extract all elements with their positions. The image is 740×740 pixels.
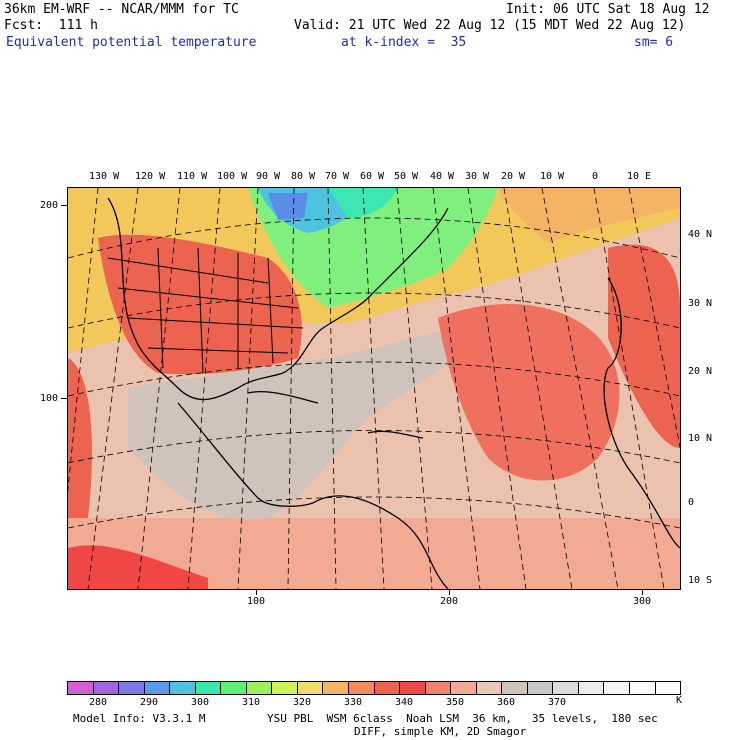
- lat-label: 40 N: [688, 229, 713, 240]
- colorbar-swatch: [195, 682, 222, 694]
- colorbar-swatch: [655, 682, 681, 694]
- colorbar-tick-label: 360: [497, 697, 516, 708]
- political-borders: [107, 247, 304, 374]
- colorbar-units: K: [676, 695, 683, 706]
- colorbar-swatch: [502, 682, 528, 694]
- colorbar-swatch: [553, 682, 579, 694]
- colorbar-tick-label: 340: [395, 697, 414, 708]
- colorbar-swatch: [272, 682, 298, 694]
- physics-info: YSU PBL WSM 6class Noah LSM 36 km, 35 le…: [267, 712, 658, 725]
- model-title: 36km EM-WRF -- NCAR/MMM for TC: [4, 2, 239, 17]
- lon-label: 10 W: [540, 171, 565, 182]
- colorbar-swatch: [425, 682, 452, 694]
- lon-label: 110 W: [177, 171, 208, 182]
- colorbar-swatch: [374, 682, 401, 694]
- field-south: [68, 518, 680, 589]
- y-axis-tick: [61, 205, 67, 206]
- model-info: Model Info: V3.3.1 M: [73, 712, 206, 725]
- map-canvas: [68, 188, 680, 589]
- colorbar-tick-label: 320: [293, 697, 312, 708]
- field-atlantic-hot: [438, 304, 620, 481]
- field-africa-hot: [608, 244, 680, 448]
- colorbar-tick-label: 310: [242, 697, 261, 708]
- colorbar-swatch: [93, 682, 120, 694]
- x-axis-label: 300: [633, 596, 652, 607]
- lon-label: 10 E: [627, 171, 652, 182]
- y-axis-label: 100: [40, 393, 59, 404]
- lon-label: 90 W: [256, 171, 281, 182]
- lat-label: 10 N: [688, 433, 713, 444]
- colorbar-swatch: [578, 682, 605, 694]
- colorbar: [67, 681, 681, 695]
- colorbar-swatch: [119, 682, 145, 694]
- colorbar-swatch: [604, 682, 631, 694]
- lat-label: 30 N: [688, 298, 713, 309]
- lon-label: 100 W: [217, 171, 248, 182]
- smoothing-label: sm= 6: [634, 35, 674, 50]
- field-name: Equivalent potential temperature: [6, 35, 257, 50]
- lon-label: 60 W: [360, 171, 385, 182]
- lon-label: 70 W: [325, 171, 350, 182]
- init-time: Init: 06 UTC Sat 18 Aug 12: [506, 2, 710, 17]
- colorbar-swatch: [68, 682, 94, 694]
- graticule: [68, 188, 680, 589]
- lon-label: 50 W: [394, 171, 419, 182]
- colorbar-tick-label: 370: [548, 697, 567, 708]
- y-axis-label: 200: [40, 200, 59, 211]
- x-axis-tick: [256, 589, 257, 595]
- colorbar-swatch: [221, 682, 247, 694]
- colorbar-swatch: [170, 682, 196, 694]
- diffusion-info: DIFF, simple KM, 2D Smagor: [354, 725, 527, 738]
- field-aqua: [328, 188, 398, 218]
- lon-label: 120 W: [135, 171, 166, 182]
- field-blue: [268, 193, 308, 220]
- colorbar-tick-label: 280: [89, 697, 108, 708]
- field-west-hot: [68, 358, 92, 518]
- lon-label: 130 W: [89, 171, 120, 182]
- colorbar-swatch: [246, 682, 273, 694]
- forecast-hour: Fcst: 111 h: [4, 18, 98, 33]
- lon-label: 30 W: [465, 171, 490, 182]
- lon-label: 80 W: [291, 171, 316, 182]
- lat-label: 20 N: [688, 366, 713, 377]
- field-gray-band: [128, 323, 488, 520]
- colorbar-swatch: [527, 682, 554, 694]
- colorbar-tick-label: 290: [140, 697, 159, 708]
- lon-label: 20 W: [501, 171, 526, 182]
- level-label: at k-index = 35: [341, 35, 467, 50]
- x-axis-tick: [642, 589, 643, 595]
- lat-label: 10 S: [688, 575, 713, 586]
- x-axis-tick: [449, 589, 450, 595]
- lon-label: 40 W: [430, 171, 455, 182]
- field-orange-ne: [498, 188, 680, 243]
- y-axis-tick: [61, 398, 67, 399]
- colorbar-swatch: [630, 682, 656, 694]
- valid-time: Valid: 21 UTC Wed 22 Aug 12 (15 MDT Wed …: [294, 18, 686, 33]
- colorbar-swatch: [349, 682, 375, 694]
- colorbar-tick-label: 350: [446, 697, 465, 708]
- x-axis-label: 100: [247, 596, 266, 607]
- x-axis-label: 200: [440, 596, 459, 607]
- colorbar-swatch: [144, 682, 171, 694]
- theta-e-map: [67, 187, 681, 590]
- colorbar-swatch: [297, 682, 324, 694]
- colorbar-swatch: [400, 682, 426, 694]
- colorbar-tick-label: 330: [344, 697, 363, 708]
- field-sw-hot: [68, 545, 208, 589]
- lon-label: 0: [592, 171, 599, 182]
- lat-label: 0: [688, 497, 695, 508]
- colorbar-swatch: [323, 682, 350, 694]
- colorbar-tick-label: 300: [191, 697, 210, 708]
- colorbar-swatch: [476, 682, 503, 694]
- colorbar-swatch: [451, 682, 477, 694]
- coastlines: [107, 197, 680, 589]
